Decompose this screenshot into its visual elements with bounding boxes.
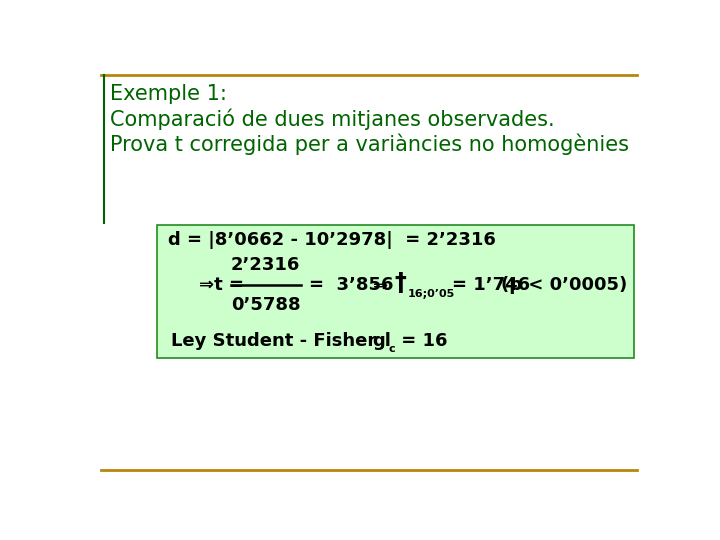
Text: Exemple 1:: Exemple 1: — [109, 84, 226, 104]
Text: gl: gl — [372, 332, 391, 350]
Text: Comparació de dues mitjanes observades.: Comparació de dues mitjanes observades. — [109, 109, 554, 130]
Text: 0’5788: 0’5788 — [231, 296, 300, 314]
Text: Prova t corregida per a variàncies no homogènies: Prova t corregida per a variàncies no ho… — [109, 133, 629, 155]
Text: =  3’856: = 3’856 — [310, 276, 394, 294]
Text: ⇒: ⇒ — [374, 276, 389, 294]
Text: (p < 0’0005): (p < 0’0005) — [500, 276, 627, 294]
Text: c: c — [389, 344, 395, 354]
Text: 16;0’05: 16;0’05 — [408, 289, 455, 299]
Text: = 16: = 16 — [395, 332, 448, 350]
Text: d = |8’0662 - 10’2978|  = 2’2316: d = |8’0662 - 10’2978| = 2’2316 — [168, 231, 496, 249]
Text: = 1’746: = 1’746 — [451, 276, 530, 294]
Text: †: † — [395, 271, 407, 295]
Text: ⇒t =: ⇒t = — [199, 276, 250, 294]
Text: 2’2316: 2’2316 — [231, 256, 300, 274]
FancyBboxPatch shape — [157, 225, 634, 358]
Text: Ley Student - Fisher: Ley Student - Fisher — [171, 332, 376, 350]
